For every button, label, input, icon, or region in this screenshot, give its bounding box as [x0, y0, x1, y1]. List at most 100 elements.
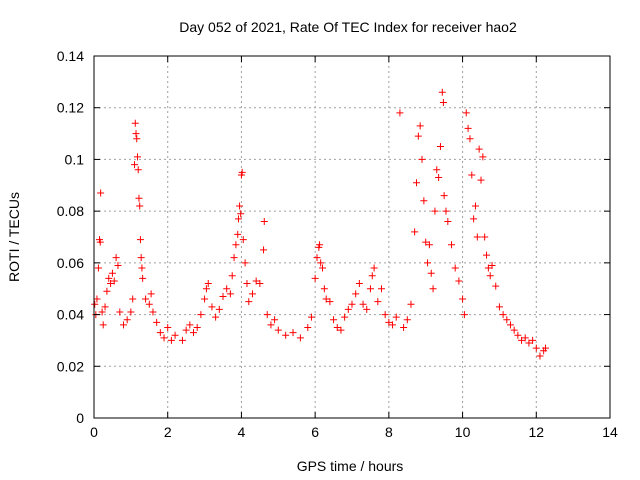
data-point: [370, 264, 378, 272]
data-point: [112, 254, 120, 262]
data-point: [226, 290, 234, 298]
data-point: [439, 99, 447, 107]
data-point: [107, 280, 115, 288]
data-point: [248, 290, 256, 298]
data-point: [127, 308, 135, 316]
data-point: [475, 145, 483, 153]
data-point: [414, 132, 422, 140]
data-point: [96, 238, 104, 246]
data-point: [215, 305, 223, 313]
data-point: [320, 285, 328, 293]
data-point: [355, 280, 363, 288]
data-point: [212, 313, 220, 321]
data-point: [451, 264, 459, 272]
data-point: [433, 166, 441, 174]
y-tick-label: 0: [76, 410, 84, 426]
data-point: [542, 344, 549, 352]
data-point: [411, 228, 419, 236]
data-point: [499, 311, 507, 319]
y-tick-label: 0.04: [57, 307, 84, 323]
data-point: [139, 274, 147, 282]
data-point: [468, 171, 476, 179]
data-point: [289, 329, 297, 337]
data-point: [486, 272, 494, 280]
data-point: [219, 292, 227, 300]
data-point: [296, 334, 304, 342]
data-point: [532, 344, 540, 352]
data-point: [153, 318, 161, 326]
data-point: [171, 331, 179, 339]
data-point: [239, 236, 247, 244]
data-point: [368, 272, 376, 280]
data-point: [466, 135, 474, 143]
data-point: [341, 313, 349, 321]
y-tick-label: 0.12: [57, 100, 84, 116]
data-point: [167, 336, 175, 344]
data-point: [133, 135, 141, 143]
data-point: [460, 311, 468, 319]
data-point: [444, 217, 452, 225]
data-point: [425, 241, 433, 249]
y-axis-label: ROTI / TECUs: [6, 192, 22, 282]
data-point: [471, 202, 479, 210]
data-point: [197, 311, 205, 319]
data-point: [481, 233, 489, 241]
data-point: [470, 215, 478, 223]
data-point: [114, 261, 122, 269]
data-point: [442, 207, 450, 215]
data-point: [164, 324, 172, 331]
data-point: [337, 326, 345, 334]
data-point: [98, 308, 106, 316]
data-point: [108, 269, 116, 277]
x-tick-label: 12: [528, 424, 544, 440]
x-tick-label: 2: [164, 424, 172, 440]
data-point: [138, 264, 146, 272]
data-point: [93, 295, 101, 303]
data-point: [436, 143, 444, 150]
data-point: [234, 230, 242, 238]
x-tick-label: 10: [455, 424, 471, 440]
data-point: [311, 274, 319, 282]
data-point: [131, 119, 139, 127]
data-point: [385, 318, 393, 326]
x-tick-label: 0: [90, 424, 98, 440]
data-point: [429, 285, 437, 293]
data-point: [136, 202, 144, 210]
data-point: [267, 321, 275, 329]
data-point: [134, 166, 142, 174]
data-point: [330, 316, 338, 324]
data-point: [503, 316, 511, 324]
data-point: [374, 298, 382, 306]
data-point: [366, 285, 374, 293]
data-point: [518, 336, 526, 344]
data-point: [282, 331, 290, 339]
data-point: [435, 174, 443, 182]
data-point: [407, 300, 415, 308]
data-point: [396, 109, 404, 117]
data-point: [359, 300, 367, 308]
data-point: [193, 324, 201, 331]
data-point: [136, 236, 144, 244]
plot-frame: [93, 55, 611, 419]
data-point: [149, 308, 157, 316]
data-point: [448, 241, 456, 249]
data-point: [160, 334, 168, 342]
y-tick-label: 0.1: [65, 151, 85, 167]
data-point: [462, 109, 470, 117]
data-point: [97, 189, 105, 197]
data-point: [381, 311, 389, 319]
data-point: [377, 285, 385, 293]
data-point: [133, 153, 141, 161]
data-point: [422, 238, 430, 246]
x-axis-label: GPS time / hours: [297, 458, 404, 474]
data-point: [252, 277, 260, 285]
data-point: [137, 254, 145, 262]
data-point: [438, 88, 446, 96]
data-point: [119, 321, 127, 329]
data-point: [317, 259, 325, 267]
data-point: [525, 339, 533, 347]
data-point: [236, 202, 244, 210]
data-point: [420, 197, 428, 205]
